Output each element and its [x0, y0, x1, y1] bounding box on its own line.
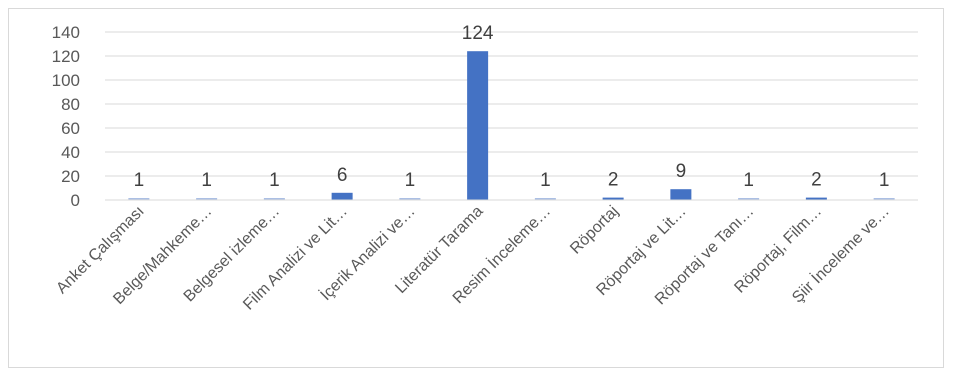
y-tick-label: 140: [52, 23, 80, 42]
bar: [873, 198, 895, 200]
data-label: 1: [879, 170, 890, 191]
bar: [128, 198, 150, 200]
bar: [196, 198, 218, 200]
y-tick-label: 120: [52, 47, 80, 66]
y-tick-label: 60: [61, 119, 80, 138]
data-label: 2: [811, 170, 822, 191]
x-tick-label: Röportaj: [567, 203, 622, 258]
data-label: 1: [134, 170, 145, 191]
data-label: 2: [608, 170, 619, 191]
y-tick-label: 80: [61, 95, 80, 114]
data-label: 1: [405, 170, 416, 191]
y-tick-label: 20: [61, 167, 80, 186]
y-tick-label: 100: [52, 71, 80, 90]
bar: [399, 198, 421, 200]
bar: [534, 198, 556, 200]
bar: [670, 189, 692, 200]
bar: [263, 198, 285, 200]
data-label: 1: [269, 170, 280, 191]
data-label: 9: [676, 161, 687, 182]
data-label: 1: [540, 170, 551, 191]
y-tick-label: 40: [61, 143, 80, 162]
bar: [602, 197, 624, 200]
data-label: 1: [201, 170, 212, 191]
y-axis-ticks: 0 20 40 60 80 100 120 140: [52, 23, 80, 210]
bar: [805, 197, 827, 200]
bar: [738, 198, 760, 200]
bars: [128, 51, 895, 201]
data-label: 124: [462, 23, 494, 44]
bar: [467, 51, 489, 201]
y-tick-label: 0: [71, 191, 80, 210]
gridlines: [105, 31, 918, 177]
data-label: 6: [337, 165, 348, 186]
bar: [331, 192, 353, 200]
data-label: 1: [743, 170, 754, 191]
